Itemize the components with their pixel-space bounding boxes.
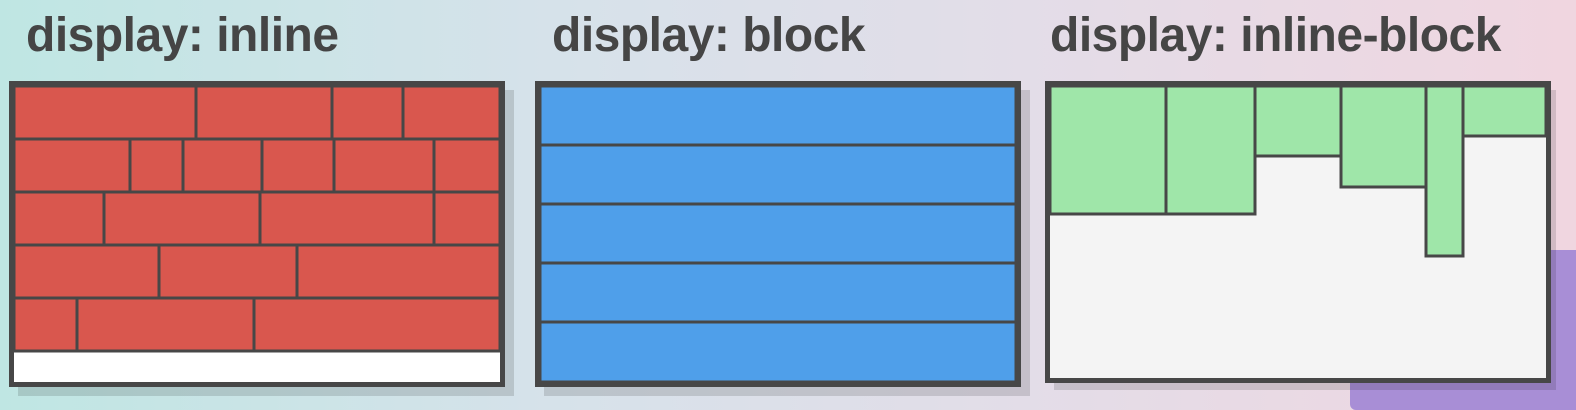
inline-boxes-graphic [14, 86, 500, 382]
panel-block [535, 81, 1021, 387]
block-boxes [540, 86, 1016, 382]
inline-block-boxes [1050, 86, 1546, 258]
title-block: display: block [552, 9, 866, 62]
inline-boxes [14, 86, 500, 353]
title-inline-block: display: inline-block [1050, 9, 1501, 62]
panel-inline [9, 81, 505, 387]
block-boxes-graphic [540, 86, 1016, 382]
inline-block-boxes-graphic [1050, 86, 1546, 378]
title-inline: display: inline [26, 9, 339, 62]
panel-inline-block [1045, 81, 1551, 383]
